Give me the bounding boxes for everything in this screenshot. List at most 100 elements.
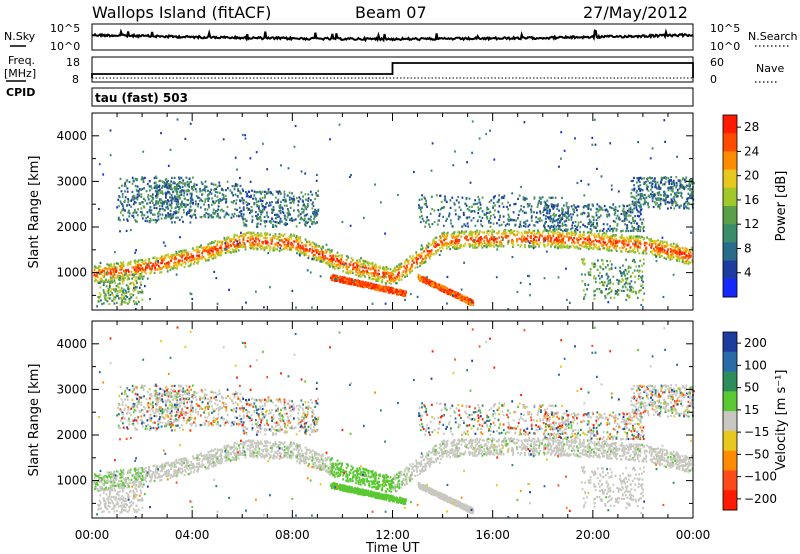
- power-point: [489, 244, 492, 247]
- power-point: [656, 253, 659, 256]
- power-point: [676, 259, 678, 262]
- power-point: [197, 260, 200, 263]
- power-point: [339, 254, 341, 257]
- power-point: [424, 281, 427, 284]
- power-point: [539, 217, 541, 220]
- power-point: [345, 271, 348, 274]
- power-point: [124, 182, 126, 185]
- power-point: [304, 223, 306, 226]
- power-point: [423, 261, 426, 264]
- power-point: [293, 240, 296, 243]
- power-point: [313, 217, 315, 220]
- power-point: [119, 177, 122, 180]
- power-point: [449, 199, 452, 202]
- power-point: [441, 234, 444, 238]
- power-point: [250, 247, 252, 250]
- power-point: [214, 212, 216, 215]
- power-point: [313, 220, 316, 223]
- power-point: [509, 231, 512, 234]
- power-point: [164, 196, 167, 199]
- power-point: [561, 232, 564, 235]
- power-point: [155, 176, 158, 180]
- power-point: [299, 244, 302, 247]
- power-point: [622, 239, 624, 243]
- power-point: [676, 243, 678, 246]
- power-point: [421, 247, 424, 250]
- power-point: [501, 202, 504, 205]
- power-point: [538, 196, 541, 199]
- power-point: [290, 237, 293, 240]
- power-point: [676, 258, 679, 261]
- power-point: [287, 242, 289, 245]
- power-point: [486, 206, 489, 209]
- power-point: [107, 279, 110, 282]
- power-point: [639, 243, 642, 246]
- power-point: [493, 195, 495, 199]
- power-point: [386, 267, 388, 270]
- power-point: [403, 294, 405, 297]
- power-point: [398, 279, 400, 282]
- cpid-value: tau (fast) 503: [95, 91, 188, 105]
- power-point: [570, 233, 573, 237]
- power-point: [245, 219, 248, 222]
- power-point: [491, 234, 494, 237]
- power-point: [400, 278, 403, 281]
- power-point: [666, 252, 668, 255]
- power-point: [171, 197, 174, 200]
- power-point: [486, 239, 489, 242]
- power-point: [552, 235, 555, 238]
- power-point: [193, 249, 196, 252]
- power-point: [538, 231, 541, 234]
- power-point: [132, 266, 135, 269]
- power-point: [421, 258, 424, 261]
- power-point: [517, 213, 520, 217]
- power-point: [405, 268, 408, 271]
- power-point: [271, 217, 273, 220]
- power-point: [231, 185, 234, 188]
- power-point: [284, 217, 286, 220]
- power-point: [485, 246, 488, 249]
- power-point: [199, 216, 202, 219]
- power-point: [666, 244, 669, 247]
- power-point: [685, 260, 688, 263]
- power-point: [211, 257, 214, 260]
- power-point: [200, 244, 202, 247]
- power-point: [481, 242, 484, 245]
- power-point: [341, 254, 343, 257]
- power-point: [431, 208, 434, 211]
- power-point: [113, 263, 116, 266]
- power-point: [199, 257, 202, 260]
- power-point: [290, 249, 293, 252]
- power-point: [481, 237, 483, 240]
- power-point: [198, 196, 201, 200]
- power-point: [388, 286, 390, 289]
- power-point: [381, 279, 384, 282]
- power-point: [309, 199, 312, 202]
- power-point: [122, 262, 124, 265]
- power-point: [175, 252, 178, 255]
- power-point: [488, 242, 490, 245]
- power-point: [170, 187, 173, 190]
- power-point: [676, 252, 679, 255]
- power-point: [458, 206, 461, 209]
- power-point: [657, 246, 659, 250]
- power-point: [492, 201, 495, 205]
- power-point: [382, 267, 384, 270]
- power-point: [349, 279, 352, 282]
- power-point: [227, 244, 230, 247]
- power-point: [256, 234, 259, 237]
- power-point: [293, 219, 295, 222]
- power-point: [428, 255, 431, 258]
- power-point: [165, 263, 168, 266]
- power-point: [632, 250, 634, 253]
- power-point: [260, 244, 262, 248]
- power-point: [531, 242, 534, 245]
- power-point: [109, 270, 112, 273]
- power-point: [502, 205, 505, 208]
- power-point: [240, 234, 243, 237]
- power-point: [189, 180, 192, 184]
- power-point: [172, 265, 175, 268]
- power-point: [579, 230, 581, 233]
- power-point: [150, 195, 153, 198]
- power-point: [566, 235, 569, 238]
